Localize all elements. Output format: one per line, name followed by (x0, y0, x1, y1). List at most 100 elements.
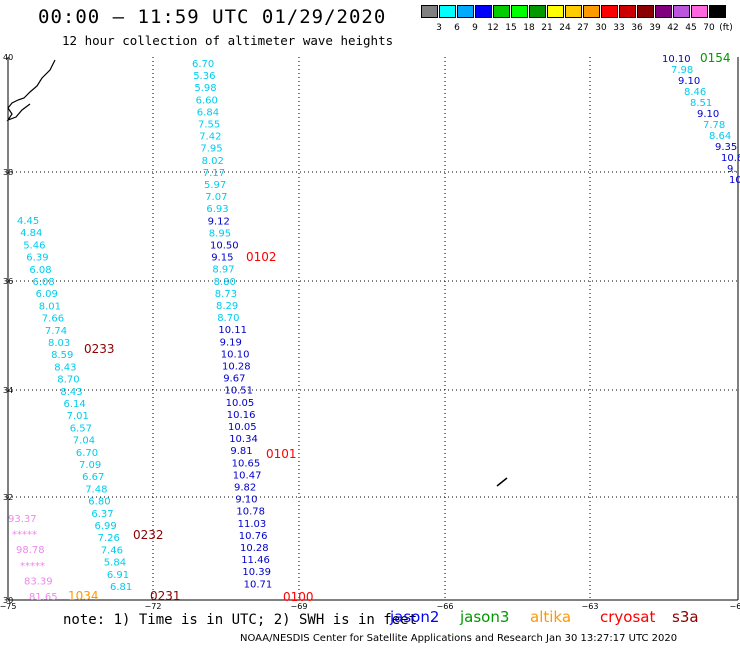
legend-swatch (493, 5, 510, 18)
satellite-label: altika (530, 608, 572, 626)
swh-value: 7.95 (200, 144, 222, 155)
swh-value: 10.10 (221, 349, 250, 360)
swh-value: 9. (727, 164, 737, 175)
swh-value: 10.34 (229, 434, 258, 445)
swh-value: 5.36 (193, 71, 215, 82)
swh-value: 6.09 (36, 289, 58, 300)
swh-value: 6.37 (91, 509, 113, 520)
swh-value: 10.76 (239, 531, 268, 542)
legend-label: 12 (487, 23, 499, 33)
legend-label: 27 (577, 23, 589, 33)
legend-swatch (565, 5, 582, 18)
lat-label: 36 (3, 277, 13, 286)
lat-label: 40 (3, 53, 13, 62)
legend-label: 45 (685, 23, 697, 33)
swh-value: 10.39 (242, 567, 271, 578)
swh-value: 9.19 (220, 337, 242, 348)
pass-time: 0154 (700, 51, 731, 65)
swh-value: 7.09 (79, 460, 101, 471)
swh-value: 10.51 (224, 386, 253, 397)
pass-time: 0231 (150, 589, 181, 603)
swh-value: 5.97 (204, 180, 226, 191)
legend-swatch (601, 5, 618, 18)
lon-label: −60 (730, 602, 740, 611)
pass-time: 0233 (84, 342, 115, 356)
pass-time: 0101 (266, 447, 297, 461)
lat-label: 34 (3, 386, 13, 395)
legend-unit: (ft) (719, 23, 733, 33)
pass-time: 0102 (246, 250, 277, 264)
satellite-label: jason2 (390, 608, 440, 626)
swh-value: 6.57 (70, 423, 92, 434)
lon-label: −72 (145, 602, 162, 611)
swh-value: 8.43 (60, 387, 82, 398)
swh-value: 8.51 (690, 98, 712, 109)
satellite-label: cryosat (600, 608, 656, 626)
legend-label: 21 (541, 23, 553, 33)
swh-value: 11.03 (238, 519, 267, 530)
legend-label: 30 (595, 23, 607, 33)
pass-time: 0232 (133, 528, 164, 542)
swh-value: 8.70 (217, 313, 239, 324)
lat-label: 38 (3, 168, 13, 177)
swh-value: 9.10 (697, 109, 719, 120)
swh-value: 4.45 (17, 216, 39, 227)
swh-value: 9.82 (234, 483, 256, 494)
swh-value: 7.01 (67, 411, 89, 422)
swh-value: 7.07 (205, 192, 227, 203)
swh-value: 8.01 (39, 301, 61, 312)
swh-value: 10.71 (244, 579, 273, 590)
legend-swatch (619, 5, 636, 18)
legend-label: 18 (523, 23, 535, 33)
swh-value: 10.11 (218, 325, 247, 336)
swh-value: 6.70 (76, 448, 98, 459)
legend-label: 15 (505, 23, 517, 33)
swh-value: 81.65 (29, 592, 58, 603)
swh-value: 8.03 (48, 338, 70, 349)
swh-value: 11.46 (241, 555, 270, 566)
swh-value: 9.10 (678, 76, 700, 87)
swh-value: 9.12 (208, 216, 230, 227)
lon-label: −63 (582, 602, 599, 611)
swh-value: 7.78 (703, 120, 725, 131)
swh-value: 7.66 (42, 314, 64, 325)
swh-value: 9.67 (223, 374, 245, 385)
swh-value: 8.43 (54, 362, 76, 373)
legend-swatch (691, 5, 708, 18)
legend-swatch (709, 5, 726, 18)
footer-credit: NOAA/NESDIS Center for Satellite Applica… (240, 633, 678, 644)
legend-label: 24 (559, 23, 571, 33)
swh-value: 8.97 (212, 265, 234, 276)
swh-value: 10 (729, 175, 740, 186)
swh-value: 9.35 (715, 142, 737, 153)
swh-value: 6.93 (206, 204, 228, 215)
coastline (6, 59, 56, 122)
legend-swatch (655, 5, 672, 18)
swh-value: 10.16 (227, 410, 256, 421)
swh-value: 6.99 (95, 521, 117, 532)
swh-value: 9.15 (211, 253, 233, 264)
swh-value: 6.80 (88, 497, 110, 508)
legend-swatch (673, 5, 690, 18)
swh-value: 7.04 (73, 436, 95, 447)
legend-label: 42 (667, 23, 679, 33)
pass-time: 0100 (283, 590, 314, 604)
swh-value: 8.29 (216, 301, 238, 312)
swh-value: 10.28 (222, 362, 251, 373)
swh-value: 9.81 (230, 446, 252, 457)
swh-value: 7.42 (199, 132, 221, 143)
swh-value: 10.05 (228, 422, 257, 433)
satellite-label: s3a (672, 608, 699, 626)
legend-swatch (529, 5, 546, 18)
swh-value: 6.14 (64, 399, 86, 410)
swh-value: 8.73 (215, 289, 237, 300)
legend-swatch (547, 5, 564, 18)
swh-value: 8.59 (51, 350, 73, 361)
island (496, 477, 508, 487)
legend-swatch (511, 5, 528, 18)
swh-value: 6.67 (82, 472, 104, 483)
swh-value: 6.81 (110, 582, 132, 593)
swh-value: 98.78 (16, 545, 45, 556)
legend-label: 9 (472, 23, 478, 33)
